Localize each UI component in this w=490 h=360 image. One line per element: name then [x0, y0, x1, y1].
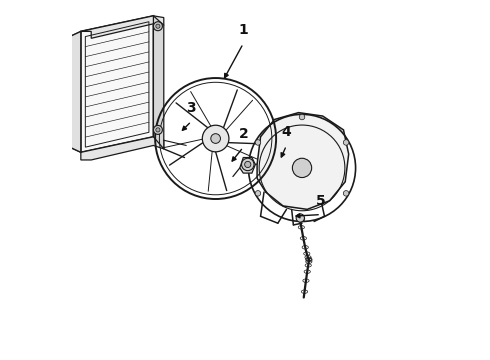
- Text: 3: 3: [187, 101, 196, 115]
- Circle shape: [202, 125, 229, 152]
- Circle shape: [343, 190, 349, 196]
- Circle shape: [153, 125, 162, 134]
- FancyBboxPatch shape: [61, 90, 72, 104]
- Circle shape: [242, 158, 254, 171]
- Circle shape: [156, 24, 160, 28]
- Circle shape: [211, 134, 220, 143]
- Polygon shape: [66, 31, 81, 152]
- Circle shape: [153, 22, 162, 31]
- Circle shape: [255, 140, 261, 145]
- Circle shape: [299, 216, 305, 221]
- Circle shape: [296, 214, 304, 222]
- Polygon shape: [257, 113, 349, 210]
- Circle shape: [156, 128, 160, 132]
- Polygon shape: [81, 16, 153, 152]
- Circle shape: [299, 114, 305, 120]
- Polygon shape: [240, 158, 255, 173]
- Circle shape: [293, 158, 312, 177]
- FancyBboxPatch shape: [61, 40, 72, 54]
- Text: 4: 4: [282, 125, 292, 139]
- Text: 2: 2: [239, 127, 248, 141]
- FancyBboxPatch shape: [61, 116, 72, 130]
- Circle shape: [245, 161, 251, 167]
- Polygon shape: [81, 137, 164, 160]
- Circle shape: [255, 190, 261, 196]
- Circle shape: [343, 140, 349, 145]
- Text: 5: 5: [316, 194, 326, 208]
- FancyBboxPatch shape: [61, 64, 72, 78]
- Polygon shape: [81, 16, 164, 38]
- Polygon shape: [153, 16, 164, 149]
- Text: 1: 1: [239, 23, 248, 37]
